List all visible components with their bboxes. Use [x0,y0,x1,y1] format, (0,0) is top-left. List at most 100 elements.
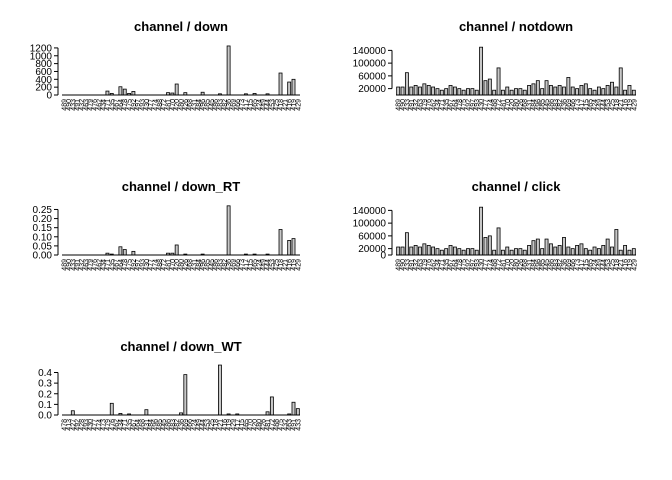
bar-434 [435,248,440,256]
x-tick-label: 480 [514,99,521,111]
x-tick-label: 488 [492,99,499,111]
x-tick-label: 493 [140,259,147,271]
x-tick-label: 493 [140,99,147,111]
x-tick-label: 489 [396,259,403,271]
bar-466 [570,86,575,96]
x-tick-label: 420 [174,99,181,111]
bar-472 [496,67,501,96]
bar-470 [505,86,510,96]
x-tick-label: 417 [243,99,250,111]
x-tick-label: 472 [496,259,503,271]
x-tick-label: 489 [396,99,403,111]
bar-472 [269,396,274,416]
x-tick-label: 480 [256,419,263,431]
x-tick-label: 466 [570,259,577,271]
panel-channel-down-rt: channel / down_RT 0.000.050.100.150.200.… [33,179,303,271]
bar-484 [531,83,536,96]
x-tick-label: 471 [439,99,446,111]
x-tick-label: 464 [452,99,459,111]
x-tick-label: 479 [105,419,112,431]
bar-478 [122,88,127,96]
x-tick-label: 496 [200,99,207,111]
x-tick-label: 471 [105,259,112,271]
bar-488 [492,249,497,256]
x-tick-label: 432 [413,99,420,111]
x-tick-label: 465 [243,419,250,431]
x-tick-label: 428 [79,419,86,431]
bar-485 [540,88,545,96]
bar-424 [592,89,597,96]
bar-463 [418,86,422,96]
x-tick-label: 493 [474,99,481,111]
x-tick-label: 463 [83,99,90,111]
x-tick-label: 432 [413,259,420,271]
x-tick-label: 475 [461,259,468,271]
x-tick-label: 491 [409,259,416,271]
bar-492 [466,88,470,96]
x-tick-label: 476 [426,259,433,271]
x-tick-label: 420 [174,259,181,271]
x-tick-label: 476 [92,259,99,271]
x-tick-label: 477 [148,99,155,111]
x-tick-label: 479 [88,259,95,271]
bar-435 [444,88,449,96]
bar-463 [418,246,422,256]
x-tick-label: 477 [483,259,490,271]
bar-488 [492,89,497,96]
x-tick-label: 416 [222,419,229,431]
x-tick-label: 492 [131,259,138,271]
x-tick-label: 497 [470,259,477,271]
x-tick-label: 477 [92,419,99,431]
x-tick-label: 464 [118,99,125,111]
x-tick-label: 425 [274,259,281,271]
bar-483 [553,86,558,96]
x-tick-label: 488 [274,419,281,431]
x-tick-label: 464 [135,419,142,431]
x-tick-label: 486 [213,99,220,111]
x-tick-label: 485 [157,419,164,431]
x-tick-label: 474 [487,259,494,271]
x-tick-label: 474 [96,419,103,431]
bar-415 [583,83,588,96]
x-tick-label: 477 [483,99,490,111]
x-tick-label: 472 [161,259,168,271]
x-tick-label: 424 [191,419,198,431]
x-tick-label: 472 [496,99,503,111]
bar-453 [605,85,610,96]
x-tick-label: 488 [492,259,499,271]
bar-436 [226,205,231,256]
x-tick-label: 424 [256,259,263,271]
bar-472 [496,227,501,256]
x-tick-label: 421 [217,419,224,431]
bar-424 [592,246,597,256]
x-tick-label: 426 [183,259,190,271]
bar-480 [514,88,518,96]
x-tick-label: 465 [588,259,595,271]
x-tick-label: 419 [291,259,298,271]
x-tick-label: 481 [265,419,272,431]
bar-432 [413,245,418,256]
bar-420 [174,83,179,96]
x-tick-label: 478 [62,419,69,431]
x-tick-label: 429 [230,419,237,431]
bar-444 [601,245,606,256]
bar-426 [518,88,523,96]
x-tick-label: 421 [282,99,289,111]
x-tick-label: 430 [479,99,486,111]
x-tick-label: 485 [540,99,547,111]
x-tick-label: 436 [179,419,186,431]
x-tick-label: 479 [422,259,429,271]
x-tick-label: 462 [114,419,121,431]
x-tick-label: 432 [79,259,86,271]
x-tick-label: 478 [457,259,464,271]
x-tick-label: 486 [166,419,173,431]
y-tick-label: 0.0 [38,411,52,422]
bar-478 [457,88,462,96]
x-tick-label: 496 [535,99,542,111]
x-tick-label: 476 [92,99,99,111]
x-tick-label: 486 [548,259,555,271]
bar-483 [553,246,558,256]
x-tick-label: 481 [166,99,173,111]
